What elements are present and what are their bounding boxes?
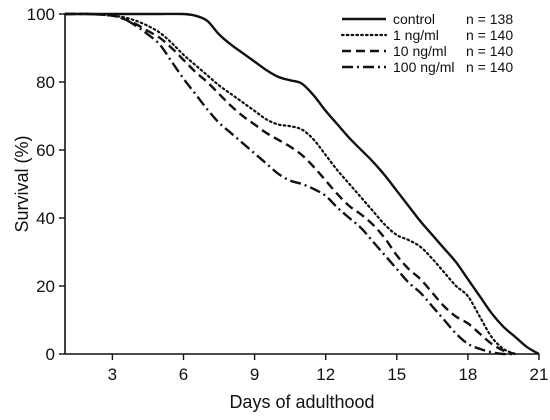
x-tick-label: 6 [179, 365, 188, 384]
plot-area [63, 12, 540, 356]
legend-n-1: n = 138 [466, 11, 513, 27]
y-tick-label: 20 [36, 277, 55, 296]
y-tick-label: 80 [36, 73, 55, 92]
series-line-4 [64, 12, 516, 356]
legend-n-4: n = 140 [466, 59, 513, 75]
x-tick-label: 21 [530, 365, 549, 384]
y-tick-label: 100 [27, 5, 55, 24]
x-tick-label: 15 [387, 365, 406, 384]
x-tick-label: 18 [458, 365, 477, 384]
legend-n-2: n = 140 [466, 27, 513, 43]
x-tick-label: 3 [108, 365, 117, 384]
legend-label-1: control [393, 11, 435, 27]
y-tick-label: 60 [36, 141, 55, 160]
x-tick-label: 12 [316, 365, 335, 384]
legend-label-2: 1 ng/ml [393, 27, 439, 43]
series-line-1 [65, 12, 540, 356]
y-tick-label: 40 [36, 209, 55, 228]
axes: 0 20 40 60 80 100 3 6 9 12 15 18 21 [27, 5, 549, 384]
legend-label-3: 10 ng/ml [393, 43, 447, 59]
legend-label-4: 100 ng/ml [393, 59, 454, 75]
legend-n-3: n = 140 [466, 43, 513, 59]
y-tick-label: 0 [46, 345, 55, 364]
y-axis-label: Survival (%) [12, 135, 32, 232]
series-line-3 [64, 12, 516, 356]
x-axis-label: Days of adulthood [229, 392, 374, 412]
legend: control n = 138 1 ng/ml n = 140 10 ng/ml n = … [340, 11, 513, 75]
x-tick-label: 9 [250, 365, 259, 384]
series-line-2 [63, 12, 517, 356]
